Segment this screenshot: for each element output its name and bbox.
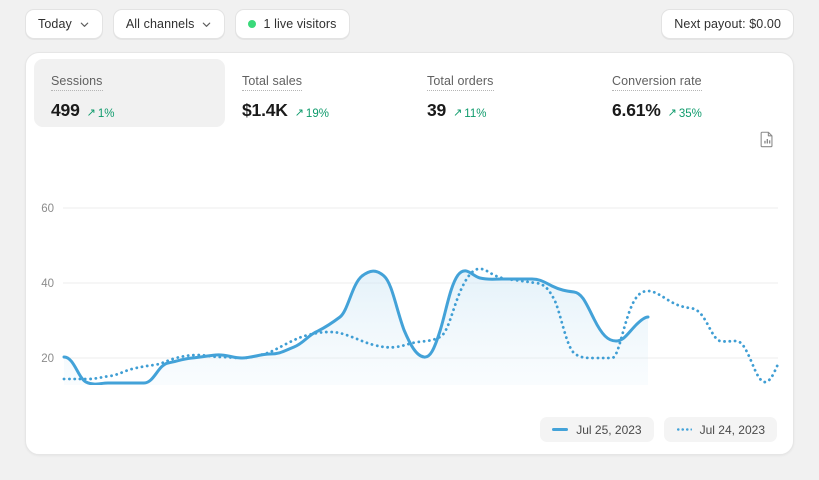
metric-label: Sessions: [51, 74, 103, 91]
metric-delta: ↗ 19%: [295, 108, 329, 120]
legend-solid-line-icon: [552, 428, 569, 431]
live-visitors-label: 1 live visitors: [263, 17, 337, 31]
channel-filter-button[interactable]: All channels: [112, 9, 226, 39]
legend-item-jul25[interactable]: Jul 25, 2023: [540, 417, 654, 442]
metric-delta-value: 19%: [305, 107, 329, 120]
metric-tile-total-sales[interactable]: Total sales $1.4K ↗ 19%: [225, 59, 410, 127]
top-toolbar: Today All channels 1 live visitors Next …: [0, 0, 819, 48]
arrow-up-icon: ↗: [294, 107, 304, 119]
arrow-up-icon: ↗: [453, 107, 463, 119]
metric-value: $1.4K: [242, 100, 288, 120]
metric-delta: ↗ 35%: [668, 108, 702, 120]
metric-label: Conversion rate: [612, 74, 702, 91]
next-payout-label: Next payout: $0.00: [674, 17, 781, 31]
live-visitors-button[interactable]: 1 live visitors: [235, 9, 350, 39]
metric-value: 6.61%: [612, 100, 661, 120]
metric-delta: ↗ 1%: [87, 108, 115, 120]
metric-delta-value: 1%: [97, 107, 115, 120]
live-status-dot-icon: [248, 20, 257, 28]
chevron-down-icon: [79, 19, 90, 30]
date-filter-button[interactable]: Today: [25, 9, 103, 39]
metric-delta-value: 11%: [464, 107, 487, 120]
metric-tile-total-orders[interactable]: Total orders 39 ↗ 11%: [410, 59, 595, 127]
y-tick-label: 60: [41, 203, 54, 215]
metric-value: 39: [427, 100, 447, 120]
next-payout-button[interactable]: Next payout: $0.00: [661, 9, 794, 39]
report-document-icon: [758, 130, 776, 153]
metric-value-row: $1.4K ↗ 19%: [242, 100, 410, 121]
chart-y-axis-labels: 60 40 20 0: [41, 203, 54, 365]
metric-label: Total orders: [427, 74, 494, 91]
y-tick-label: 20: [41, 353, 54, 365]
channel-filter-label: All channels: [125, 17, 195, 31]
chart-legend: Jul 25, 2023 Jul 24, 2023: [540, 417, 777, 442]
metric-tile-sessions[interactable]: Sessions 499 ↗ 1%: [34, 59, 225, 127]
chart-canvas: 60 40 20 0 12:00 AM 3:00 AM 6:00 AM 9:00…: [41, 203, 780, 385]
legend-item-jul24[interactable]: Jul 24, 2023: [663, 417, 777, 442]
legend-label: Jul 25, 2023: [576, 422, 642, 437]
metric-label: Total sales: [242, 74, 303, 91]
chevron-down-icon: [201, 19, 212, 30]
metric-tile-conversion-rate[interactable]: Conversion rate 6.61% ↗ 35%: [595, 59, 785, 127]
arrow-up-icon: ↗: [667, 107, 677, 119]
arrow-up-icon: ↗: [86, 107, 96, 119]
legend-dotted-line-icon: [675, 428, 692, 431]
chart-line-jul25: [62, 269, 650, 385]
export-report-button[interactable]: [755, 129, 779, 153]
sessions-chart: 60 40 20 0 12:00 AM 3:00 AM 6:00 AM 9:00…: [26, 145, 793, 405]
metric-value-row: 39 ↗ 11%: [427, 100, 595, 121]
metric-delta: ↗ 11%: [453, 108, 486, 120]
metric-value-row: 6.61% ↗ 35%: [612, 100, 785, 121]
date-filter-label: Today: [38, 17, 72, 31]
metric-value: 499: [51, 100, 80, 120]
chart-area-fill: [64, 270, 648, 385]
legend-label: Jul 24, 2023: [699, 422, 765, 437]
metric-delta-value: 35%: [678, 107, 702, 120]
chart-line-jul24: [62, 267, 780, 384]
metrics-row: Sessions 499 ↗ 1% Total sales $1.4K ↗ 19…: [26, 59, 793, 131]
metric-value-row: 499 ↗ 1%: [51, 100, 225, 121]
analytics-card: Sessions 499 ↗ 1% Total sales $1.4K ↗ 19…: [25, 52, 794, 455]
y-tick-label: 40: [41, 278, 54, 290]
